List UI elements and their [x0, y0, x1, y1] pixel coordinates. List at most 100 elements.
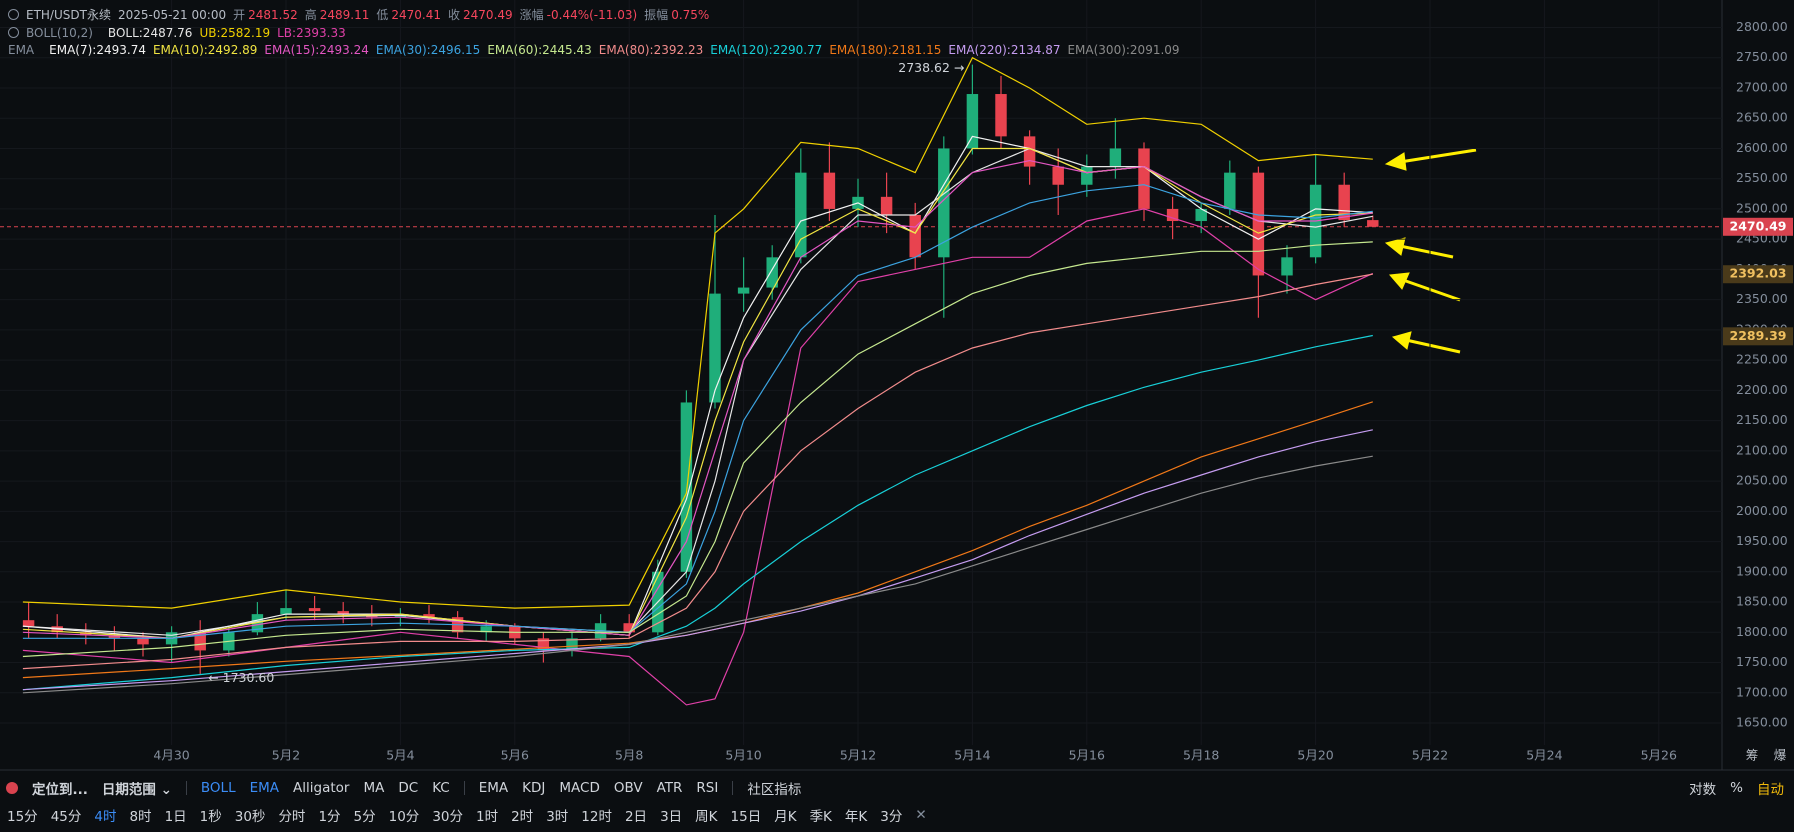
stat-value: 2481.52	[248, 8, 298, 22]
candle-body	[337, 611, 349, 615]
indicator-line	[22, 147, 1373, 639]
legend-entry: UB:2582.19	[199, 25, 271, 40]
side-button[interactable]: 爆	[1774, 748, 1787, 763]
interval-button[interactable]: 1分	[318, 809, 341, 825]
candle-body	[1281, 257, 1293, 276]
interval-button[interactable]: 5分	[353, 809, 376, 825]
interval-button[interactable]: 30分	[432, 809, 463, 825]
x-tick-label: 5月4	[386, 748, 414, 763]
toolbar-button[interactable]: KDJ	[522, 780, 546, 796]
interval-button[interactable]: 30秒	[234, 809, 266, 825]
highlight-arrows	[1384, 148, 1477, 354]
candle-body	[80, 632, 92, 636]
y-tick-label: 2000.00	[1736, 503, 1788, 518]
toolbar-button[interactable]: 定位到...	[32, 782, 88, 798]
indicator-line	[22, 455, 1373, 694]
y-tick-label: 2700.00	[1736, 79, 1788, 94]
interval-button[interactable]: 年K	[844, 809, 868, 825]
timestamp: 2025-05-21 00:00	[117, 7, 227, 22]
y-tick-label: 2550.00	[1736, 170, 1788, 185]
toolbar-button[interactable]: RSI	[696, 780, 719, 796]
toolbar-button[interactable]: EMA	[478, 780, 509, 796]
candle-body	[795, 172, 807, 258]
x-tick-label: 5月18	[1183, 748, 1219, 763]
interval-button[interactable]: 10分	[388, 809, 420, 825]
interval-button[interactable]: 季K	[809, 809, 832, 825]
candle-body	[1052, 166, 1064, 185]
price-badge	[1723, 217, 1793, 236]
toolbar-button[interactable]: Alligator	[293, 780, 350, 796]
toolbar-button[interactable]: MA	[363, 780, 385, 796]
toolbar-button[interactable]: 自动	[1757, 782, 1784, 798]
indicator-line	[22, 184, 1373, 639]
toolbar-button[interactable]: 社区指标	[747, 782, 802, 798]
interval-button[interactable]: 3日	[660, 809, 683, 825]
collapse-icon[interactable]	[8, 27, 19, 38]
interval-button[interactable]: 3时	[546, 809, 569, 825]
separator	[185, 781, 187, 795]
x-tick-label: 5月10	[725, 748, 761, 763]
interval-button[interactable]: 1时	[476, 809, 499, 825]
y-tick-label: 1950.00	[1736, 533, 1788, 548]
candle-body	[737, 287, 750, 294]
separator	[463, 781, 465, 795]
interval-button[interactable]: 12时	[581, 809, 612, 825]
y-tick-label: 1900.00	[1736, 563, 1788, 578]
candle-body	[1023, 136, 1036, 167]
candle-body	[251, 614, 264, 633]
candle-body	[108, 635, 121, 639]
legend-entry: EMA(7):2493.74	[49, 42, 146, 57]
interval-button[interactable]: 15日	[730, 809, 762, 825]
interval-button[interactable]: 15分	[7, 809, 38, 825]
x-tick-label: 5月2	[272, 748, 300, 763]
interval-button[interactable]: 45分	[50, 809, 82, 825]
collapse-icon[interactable]	[8, 9, 19, 20]
legend-entry: EMA(10):2492.89	[152, 42, 258, 57]
interval-button[interactable]: 2日	[624, 809, 648, 825]
stat: 涨幅 -0.44%(-11.03)	[520, 6, 638, 23]
interval-button[interactable]: 4时	[94, 809, 117, 825]
indicator-line	[22, 159, 1373, 639]
close-button[interactable]: ✕	[915, 807, 927, 823]
interval-button[interactable]: 3分	[880, 809, 903, 825]
x-tick-label: 5月24	[1526, 748, 1562, 763]
toolbar-button[interactable]: DC	[398, 780, 419, 796]
toolbar-button[interactable]: BOLL	[200, 780, 236, 796]
price-badge-label: 2470.49	[1730, 218, 1787, 233]
arrow-head	[1389, 272, 1410, 290]
legend-entry: EMA(120):2290.77	[710, 42, 823, 57]
interval-button[interactable]: 周K	[695, 809, 718, 825]
boll-legend: BOLL(10,2) BOLL:2487.76 UB:2582.19 LB:2393.…	[8, 24, 346, 41]
scale-toolbar: 对数% 自动	[1689, 777, 1784, 799]
stat-label: 振幅	[644, 8, 669, 22]
side-button[interactable]: 筹	[1746, 748, 1759, 763]
record-icon	[6, 782, 18, 794]
toolbar-button[interactable]: 对数	[1689, 782, 1717, 798]
toolbar-button[interactable]: OBV	[613, 780, 643, 796]
interval-button[interactable]: 2时	[511, 809, 534, 825]
candle-body	[1195, 208, 1207, 222]
toolbar-button[interactable]: ATR	[656, 780, 683, 796]
stat-label: 低	[376, 8, 389, 22]
stat-label: 开	[233, 8, 246, 22]
interval-button[interactable]: 8时	[129, 809, 152, 825]
toolbar-group: BOLL EMA Alligator MA DC KC	[201, 780, 450, 796]
interval-button[interactable]: 1秒	[199, 809, 222, 825]
arrow	[1399, 148, 1477, 164]
y-tick-label: 2500.00	[1736, 200, 1788, 215]
annotation: ← 1730.60	[208, 670, 274, 685]
toolbar-button[interactable]: MACD	[559, 780, 600, 796]
candle-body	[480, 626, 492, 633]
toolbar-button[interactable]: %	[1730, 780, 1743, 796]
toolbar-button[interactable]: KC	[432, 780, 450, 796]
candle-body	[938, 148, 950, 258]
legend-entry: EMA(60):2445.43	[487, 42, 592, 57]
y-tick-label: 1750.00	[1736, 654, 1788, 669]
toolbar-button[interactable]: 日期范围 ⌄	[101, 782, 172, 798]
interval-button[interactable]: 1日	[164, 809, 187, 825]
candle-body	[880, 196, 893, 215]
interval-button[interactable]: 月K	[774, 809, 797, 825]
candle-body	[823, 172, 836, 209]
toolbar-button[interactable]: EMA	[249, 780, 280, 796]
interval-button[interactable]: 分时	[278, 809, 306, 825]
